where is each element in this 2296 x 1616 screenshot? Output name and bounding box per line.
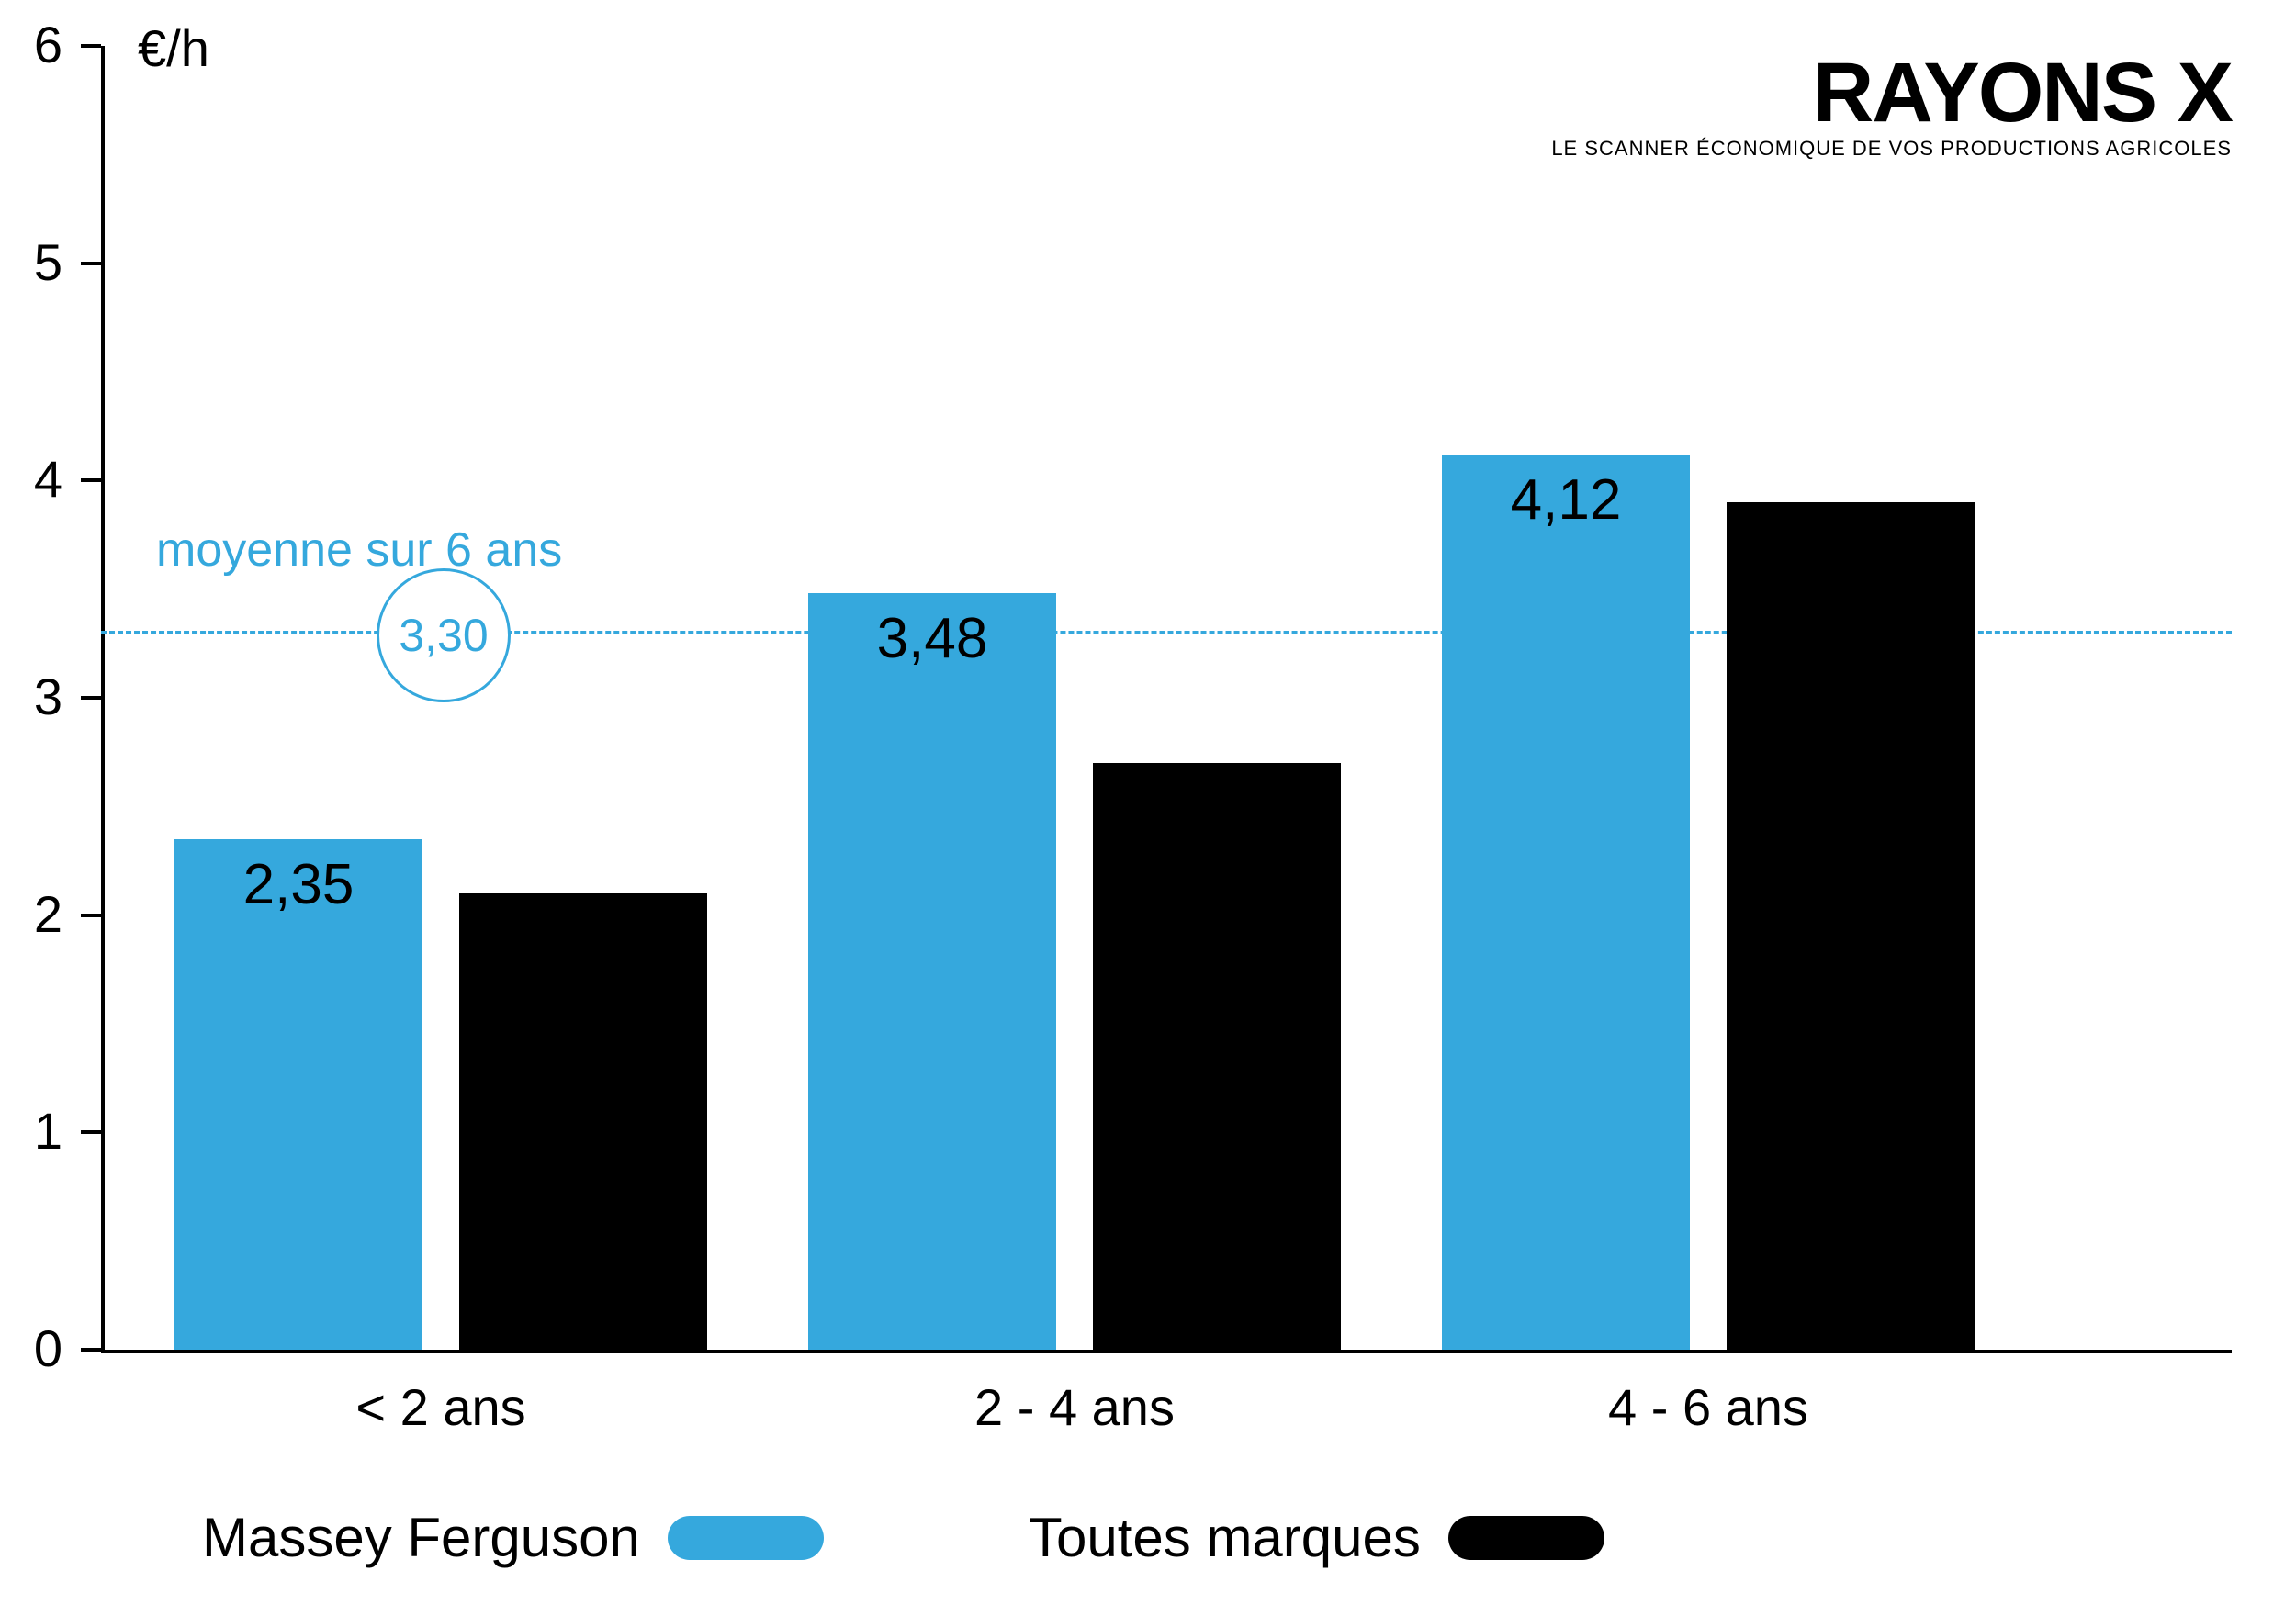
x-axis	[101, 1350, 2232, 1353]
y-axis-tick	[81, 914, 101, 917]
bar	[1727, 502, 1975, 1350]
legend-label: Massey Ferguson	[202, 1506, 640, 1569]
y-axis-tick-label: 6	[7, 15, 62, 74]
y-axis-tick-label: 5	[7, 232, 62, 292]
bar-value-label: 2,35	[174, 852, 422, 917]
category-label: 2 - 4 ans	[799, 1377, 1350, 1437]
bar	[808, 593, 1056, 1350]
chart-container: RAYONS X LE SCANNER ÉCONOMIQUE DE VOS PR…	[0, 0, 2296, 1616]
y-axis-tick	[81, 1348, 101, 1352]
legend-label: Toutes marques	[1029, 1506, 1421, 1569]
y-axis-tick	[81, 44, 101, 48]
category-label: < 2 ans	[165, 1377, 716, 1437]
bar	[1093, 763, 1341, 1350]
legend-swatch-icon	[1448, 1516, 1604, 1560]
average-value: 3,30	[399, 609, 488, 662]
bar-value-label: 4,12	[1442, 467, 1690, 533]
legend-swatch-icon	[668, 1516, 824, 1560]
bar-value-label: 3,48	[808, 606, 1056, 671]
bar	[1442, 454, 1690, 1350]
y-axis-tick-label: 4	[7, 449, 62, 509]
average-value-bubble: 3,30	[377, 568, 511, 702]
legend-item-toutes-marques: Toutes marques	[1029, 1506, 1604, 1569]
y-axis-tick-label: 1	[7, 1101, 62, 1161]
category-label: 4 - 6 ans	[1433, 1377, 1984, 1437]
average-label: moyenne sur 6 ans	[156, 522, 562, 578]
y-axis-tick	[81, 478, 101, 482]
y-axis-tick-label: 3	[7, 667, 62, 726]
bar	[459, 893, 707, 1350]
y-axis-tick-label: 0	[7, 1319, 62, 1378]
y-axis-tick-label: 2	[7, 884, 62, 944]
y-axis-tick	[81, 1130, 101, 1134]
y-axis-tick	[81, 262, 101, 265]
y-axis-tick	[81, 696, 101, 700]
legend-item-massey-ferguson: Massey Ferguson	[202, 1506, 824, 1569]
